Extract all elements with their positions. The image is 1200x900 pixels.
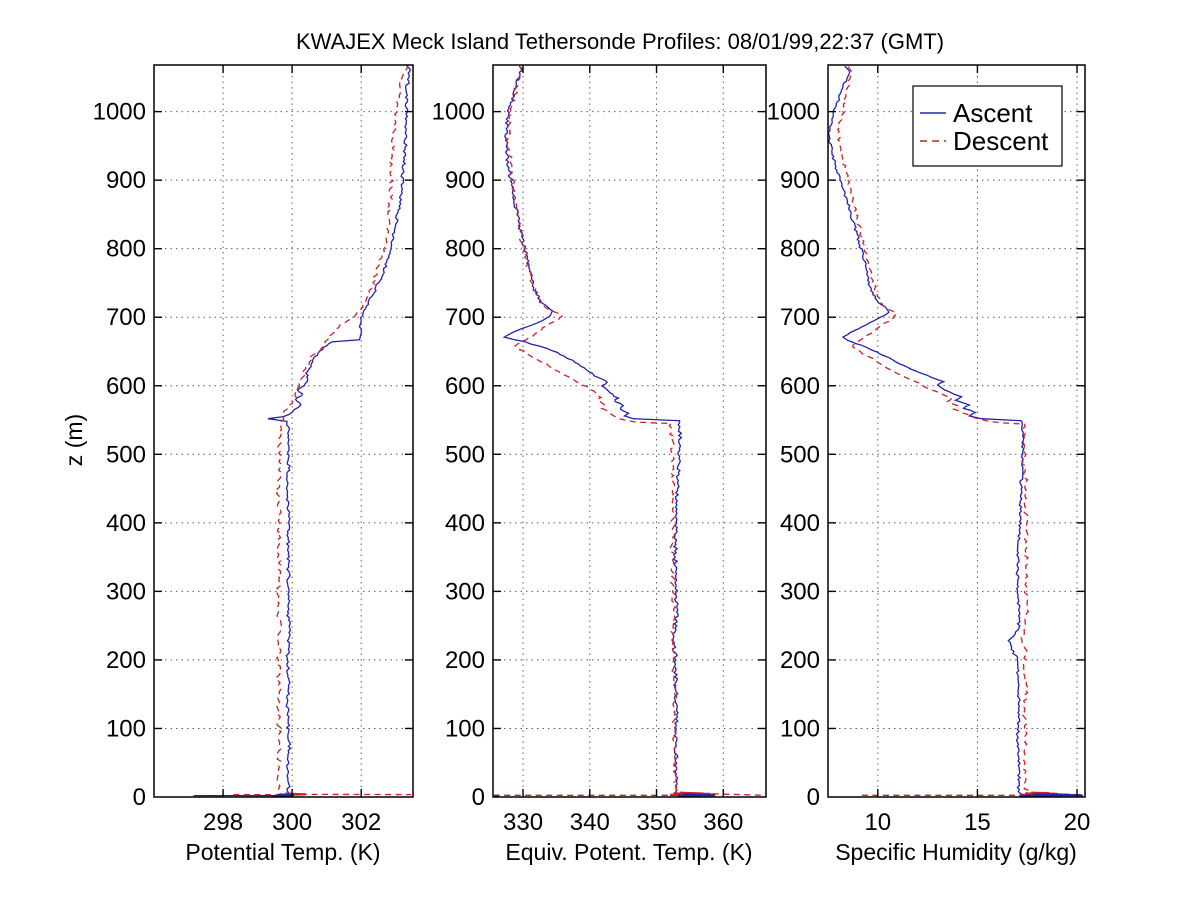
x-tick-label: 340 xyxy=(570,809,610,836)
legend-descent-label: Descent xyxy=(953,126,1049,156)
plot-area xyxy=(493,65,766,797)
y-tick-label: 300 xyxy=(106,578,146,605)
y-axis-label: z (m) xyxy=(61,414,87,466)
ascent-profile-line xyxy=(828,65,1084,797)
y-tick-label: 0 xyxy=(133,784,146,811)
legend-ascent-label: Ascent xyxy=(953,98,1033,128)
y-tick-label: 800 xyxy=(780,236,820,263)
y-tick-label: 900 xyxy=(780,167,820,194)
x-axis-label-equiv-potent-temp: Equiv. Potent. Temp. (K) xyxy=(505,839,752,865)
y-tick-label: 600 xyxy=(780,373,820,400)
y-tick-label: 100 xyxy=(106,715,146,742)
chart-panels: 298 300 3020100200300400500600700800900100… xyxy=(93,64,1091,836)
y-tick-label: 200 xyxy=(445,647,485,674)
y-tick-label: 700 xyxy=(106,304,146,331)
plot-area xyxy=(828,65,1085,797)
legend-box xyxy=(912,85,1063,167)
chart-title: KWAJEX Meck Island Tethersonde Profiles:… xyxy=(296,29,944,54)
axes-box xyxy=(827,64,1086,798)
y-tick-label: 0 xyxy=(472,784,485,811)
y-tick-label: 900 xyxy=(106,167,146,194)
x-tick-label: 20 xyxy=(1064,809,1091,836)
y-tick-label: 100 xyxy=(780,715,820,742)
ascent-surface-segment xyxy=(677,793,714,797)
y-tick-label: 200 xyxy=(106,647,146,674)
descent-profile-line xyxy=(505,66,766,796)
ascent-surface-segment xyxy=(1019,793,1083,797)
legend: Ascent Descent xyxy=(912,85,1063,167)
x-tick-label: 300 xyxy=(272,809,312,836)
ascent-surface-segment xyxy=(271,793,294,797)
y-tick-label: 200 xyxy=(780,647,820,674)
y-tick-label: 0 xyxy=(807,784,820,811)
descent-profile-line xyxy=(836,66,1085,796)
y-tick-label: 800 xyxy=(445,236,485,263)
y-tick-label: 900 xyxy=(445,167,485,194)
y-tick-label: 300 xyxy=(780,578,820,605)
y-tick-label: 1000 xyxy=(93,99,146,126)
y-tick-label: 300 xyxy=(445,578,485,605)
x-tick-label: 330 xyxy=(503,809,543,836)
y-tick-label: 400 xyxy=(780,510,820,537)
y-tick-label: 1000 xyxy=(767,99,820,126)
y-tick-label: 100 xyxy=(445,715,485,742)
y-tick-label: 600 xyxy=(106,373,146,400)
x-tick-label: 350 xyxy=(637,809,677,836)
ascent-profile-line xyxy=(193,65,411,797)
x-tick-label: 302 xyxy=(341,809,381,836)
x-tick-label: 360 xyxy=(703,809,743,836)
descent-profile-line xyxy=(275,65,412,796)
y-tick-label: 500 xyxy=(780,441,820,468)
y-tick-label: 700 xyxy=(780,304,820,331)
x-tick-label: 298 xyxy=(203,809,243,836)
y-tick-label: 400 xyxy=(445,510,485,537)
axes-box xyxy=(153,64,414,798)
ascent-profile-line xyxy=(502,65,716,797)
y-tick-label: 800 xyxy=(106,236,146,263)
x-tick-label: 15 xyxy=(964,809,991,836)
y-tick-label: 500 xyxy=(445,441,485,468)
y-tick-label: 400 xyxy=(106,510,146,537)
x-axis-label-potential-temp: Potential Temp. (K) xyxy=(185,839,380,865)
axes-box xyxy=(492,64,767,798)
x-tick-label: 10 xyxy=(864,809,891,836)
plot-area xyxy=(154,65,413,797)
x-axis-label-specific-humidity: Specific Humidity (g/kg) xyxy=(835,839,1077,865)
y-tick-label: 1000 xyxy=(432,99,485,126)
y-tick-label: 700 xyxy=(445,304,485,331)
y-tick-label: 500 xyxy=(106,441,146,468)
y-tick-label: 600 xyxy=(445,373,485,400)
